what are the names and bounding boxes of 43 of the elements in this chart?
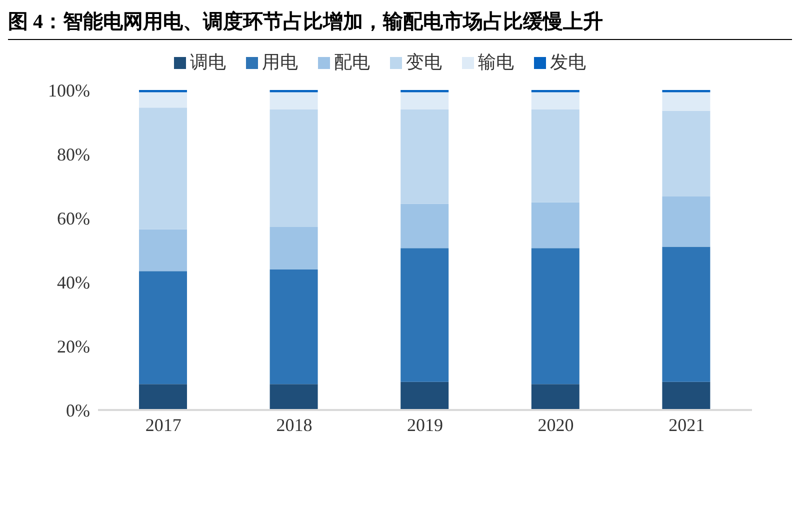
bar	[531, 92, 580, 110]
bar	[270, 92, 318, 110]
x-tick-label: 2018	[276, 414, 312, 435]
bar	[662, 382, 710, 410]
legend-label: 变电	[406, 52, 442, 73]
y-tick-label: 100%	[48, 80, 90, 100]
bar	[270, 270, 318, 384]
legend-label: 用电	[262, 52, 298, 73]
bar	[400, 248, 449, 382]
y-tick-label: 20%	[57, 336, 90, 356]
bar	[400, 92, 449, 110]
bar	[400, 110, 449, 204]
x-tick-label: 2017	[145, 414, 182, 435]
y-tick-label: 0%	[66, 400, 90, 420]
bar	[139, 229, 187, 272]
bar	[662, 92, 710, 111]
legend-label: 输电	[478, 52, 514, 73]
bar	[531, 110, 580, 202]
legend-label: 配电	[334, 52, 370, 73]
y-tick-label: 40%	[57, 272, 90, 292]
legend-label: 调电	[190, 52, 226, 73]
chart-title: 图 4：智能电网用电、调度环节占比增加，输配电市场占比缓慢上升	[8, 8, 792, 40]
bar	[662, 196, 710, 247]
bar	[400, 382, 449, 410]
x-tick-label: 2021	[668, 414, 705, 435]
bar	[139, 271, 187, 384]
bar	[531, 202, 580, 248]
bar	[531, 248, 580, 384]
y-tick-label: 60%	[57, 208, 90, 228]
bar	[662, 110, 710, 197]
y-tick-label: 80%	[57, 144, 90, 164]
legend-label: 发电	[550, 52, 586, 73]
bar	[531, 384, 580, 410]
bar	[270, 226, 318, 270]
x-tick-label: 2019	[407, 414, 443, 435]
bar	[139, 108, 187, 230]
bar	[270, 110, 318, 227]
bar	[662, 246, 710, 382]
x-tick-label: 2020	[538, 414, 574, 435]
bar	[270, 384, 318, 410]
bar	[400, 204, 449, 248]
bar	[139, 92, 187, 108]
bar	[139, 384, 187, 410]
